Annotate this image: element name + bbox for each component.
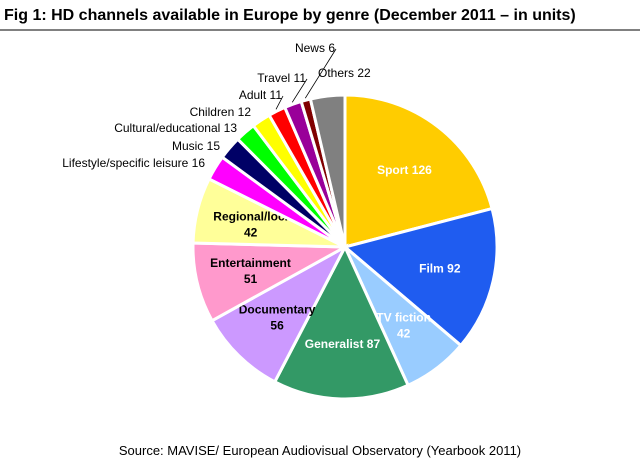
slice-label: Travel 11 <box>257 71 306 85</box>
chart-title: Fig 1: HD channels available in Europe b… <box>4 7 576 24</box>
slice-label-name: Film <box>419 262 444 276</box>
slice-label: Sport 126 <box>377 163 432 177</box>
slice-label-name: Entertainment <box>210 256 291 270</box>
slice-label: Documentary 56 <box>239 303 316 333</box>
slice-label-name: Adult <box>239 88 267 102</box>
pie-slice <box>308 93 347 248</box>
slice-label-value: 11 <box>270 88 283 102</box>
slice-label-name: Regional/loc. <box>213 209 288 223</box>
slice-label-name: TV fiction <box>376 311 431 325</box>
pie-slice <box>272 243 411 401</box>
slice-label-name: Others <box>318 66 354 80</box>
slice-label: Children 12 <box>190 105 252 119</box>
slice-label-name: Documentary <box>239 303 316 317</box>
slice-label: Adult 11 <box>239 88 282 102</box>
slice-label-name: Sport <box>377 163 408 177</box>
slice-label-value: 87 <box>367 337 381 351</box>
source: Source: MAVISE/ European Audiovisual Obs… <box>119 443 521 458</box>
leader-line <box>275 95 284 110</box>
slice-label: News 6 <box>295 41 335 55</box>
slice-label-value: 56 <box>270 319 284 333</box>
slice-label-name: Travel <box>257 71 290 85</box>
slice-label-value: 22 <box>357 66 371 80</box>
slice-label: Entertainment 51 <box>210 256 291 286</box>
pie-slice <box>343 93 494 249</box>
slice-label-value: 13 <box>224 121 238 135</box>
pie-slice <box>210 243 349 384</box>
slice-label: Generalist 87 <box>305 337 381 351</box>
slice-label-value: 16 <box>192 156 206 170</box>
slice-label: Lifestyle/specific leisure 16 <box>62 156 205 170</box>
leader-line <box>291 78 308 103</box>
slice-label: TV fiction 42 <box>376 311 431 341</box>
slice-label-value: 11 <box>294 71 307 85</box>
slice-label: Regional/loc. 42 <box>213 209 288 239</box>
pie-slice <box>341 206 499 348</box>
slice-label-name: Children <box>190 105 235 119</box>
slice-label-name: Music <box>172 139 203 153</box>
slice-label-name: Cultural/educational <box>114 121 220 135</box>
slice-label-value: 42 <box>244 225 258 239</box>
slice-label-value: 12 <box>238 105 252 119</box>
slice-label-value: 92 <box>447 262 461 276</box>
slice-label-name: News <box>295 41 325 55</box>
slice-label-value: 6 <box>328 41 335 55</box>
slice-label-value: 42 <box>397 327 411 341</box>
slice-label: Music 15 <box>172 139 220 153</box>
slice-label-value: 51 <box>244 272 258 286</box>
slice-label-name: Generalist <box>305 337 364 351</box>
leader-line <box>304 48 337 99</box>
slice-label-value: 126 <box>412 163 432 177</box>
slice-label: Others 22 <box>318 66 371 80</box>
slice-label-value: 15 <box>207 139 221 153</box>
slice-label-name: Lifestyle/specific leisure <box>62 156 188 170</box>
slice-label: Cultural/educational 13 <box>114 121 237 135</box>
slice-label: Film 92 <box>419 262 461 276</box>
